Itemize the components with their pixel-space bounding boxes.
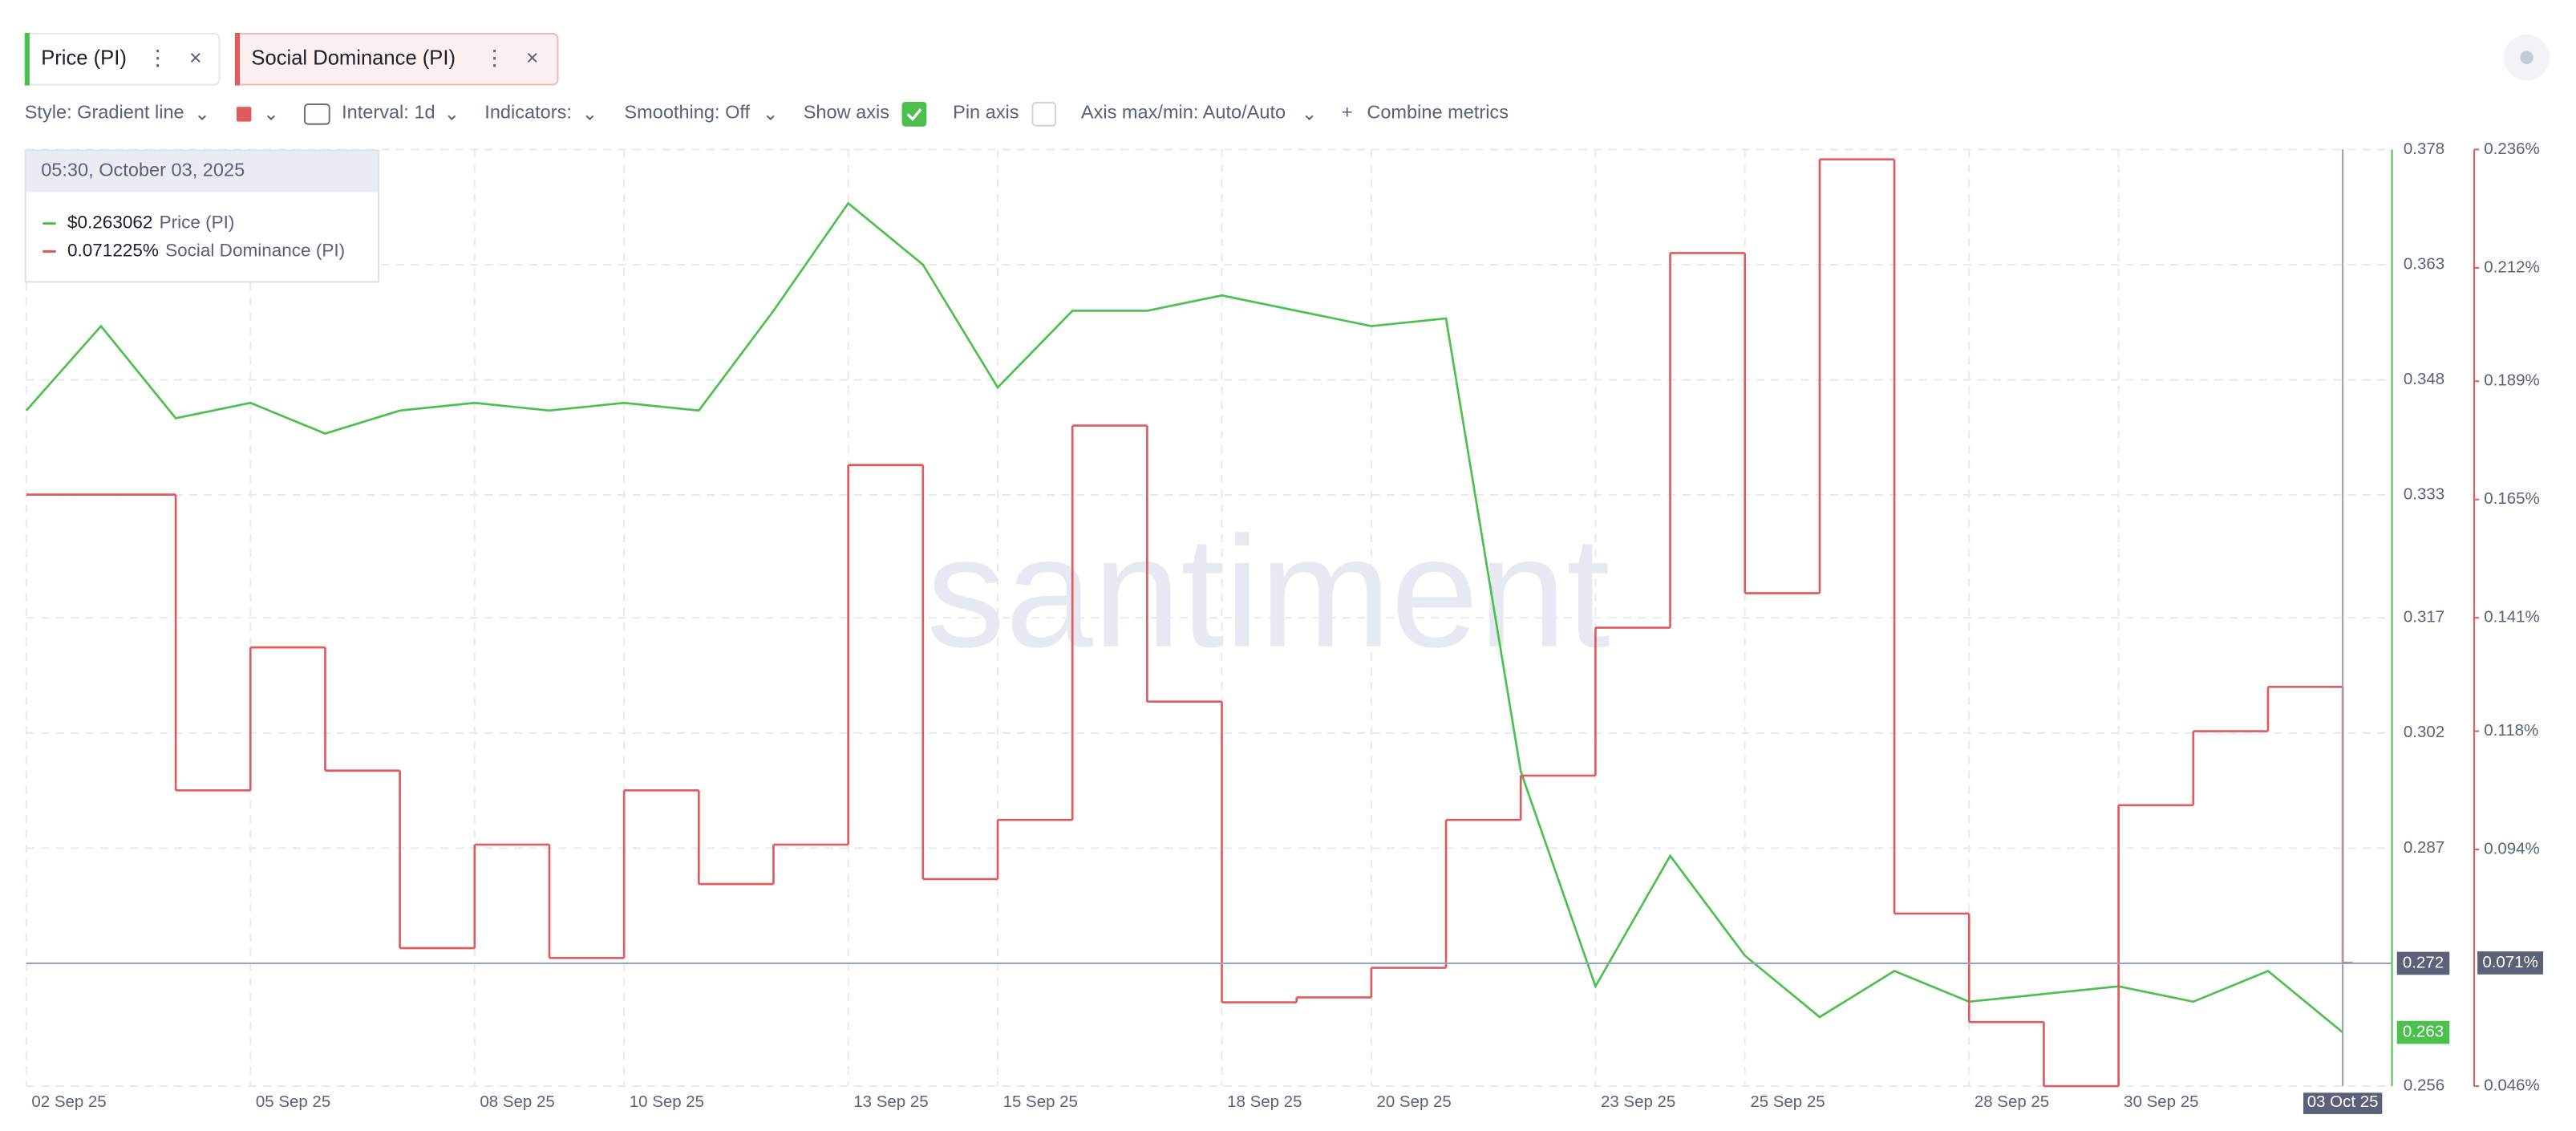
last-value-box [2396, 1020, 2450, 1044]
metric-chip[interactable]: Social Dominance (PI) ⋮ × [234, 32, 559, 86]
plot: 0.256 0.287 0.302 0.317 0.333 0.348 0.363 0.378… [25, 140, 2544, 1114]
tooltip: 05:30, October 03, 2025 $0.263062 Price … [24, 149, 380, 283]
show-axis-checkbox[interactable] [901, 102, 927, 127]
price-line [25, 201, 2343, 1034]
y2-tick-label: 0.094% [2484, 839, 2539, 857]
x-tick-label: 25 Sep 25 [1750, 1092, 1825, 1111]
y-tick-label: 0.256 [2404, 1076, 2444, 1094]
pin-axis-label: Pin axis [953, 102, 1019, 123]
plus-icon: + [1342, 102, 1353, 123]
tooltip-header [26, 151, 379, 193]
x-tick-highlight [2303, 1092, 2383, 1114]
chevron: ⌄ [582, 103, 598, 124]
tooltip-value: $0.263062 [67, 213, 152, 233]
x-tick-label: 13 Sep 25 [853, 1092, 928, 1111]
y2-tick-label: 0.118% [2484, 721, 2538, 740]
chip-color [24, 32, 30, 86]
last-value-label: 0.263 [2403, 1022, 2444, 1040]
chip-color [234, 32, 241, 86]
chevron: ⌄ [1302, 103, 1318, 124]
chevron: ⌄ [444, 103, 460, 124]
y2-tick-label: 0.165% [2484, 489, 2539, 508]
chip-label: Price (PI) [41, 47, 127, 70]
y-tick-label: 0.333 [2404, 485, 2444, 504]
interval-icon [303, 103, 330, 125]
y-tick-label: 0.378 [2404, 140, 2444, 158]
combine-metrics-button[interactable]: Combine metrics [1367, 102, 1509, 123]
indicators-select[interactable]: Indicators: [484, 102, 572, 123]
y2-tick-label: 0.189% [2484, 371, 2539, 390]
y2-tick-label: 0.046% [2484, 1076, 2539, 1094]
x-tick-label: 03 Oct 25 [2307, 1092, 2379, 1111]
y2-tick-label: 0.212% [2484, 257, 2539, 276]
x-tick-label: 15 Sep 25 [1003, 1092, 1078, 1111]
smoothing-select[interactable]: Smoothing: Off [624, 102, 750, 123]
y-tick-label: 0.287 [2404, 838, 2444, 857]
x-tick-label: 23 Sep 25 [1601, 1092, 1675, 1111]
y2-tick-label: 0.141% [2484, 608, 2539, 626]
metric-chip[interactable]: Price (PI) ⋮ × [24, 32, 221, 86]
tooltip-time: 05:30, October 03, 2025 [41, 159, 245, 180]
tooltip-value: 0.071225% [67, 240, 159, 260]
x-tick-label: 28 Sep 25 [1975, 1092, 2049, 1111]
check-icon [906, 108, 922, 121]
y-tick-label: 0.348 [2404, 370, 2444, 388]
y-tick-label: 0.363 [2404, 254, 2444, 273]
y-tick-label: 0.302 [2404, 723, 2444, 741]
crosshair-y2-label: 0.071% [2482, 953, 2538, 971]
x-tick-label: 30 Sep 25 [2124, 1092, 2198, 1111]
chip-close[interactable]: × [189, 46, 202, 70]
toolbar: Style: Gradient line ⌄ ⌄ Interval: 1d ⌄ … [25, 102, 1509, 127]
y2-tick-label: 0.236% [2484, 140, 2539, 158]
watermark: santiment [926, 504, 1610, 680]
x-tick-label: 20 Sep 25 [1376, 1092, 1451, 1111]
pin-axis-checkbox[interactable] [1031, 102, 1057, 127]
show-axis-label: Show axis [804, 102, 889, 123]
tooltip-metric: Price (PI) [160, 213, 235, 233]
chevron: ⌄ [194, 103, 210, 124]
tooltip-metric: Social Dominance (PI) [165, 240, 345, 260]
crosshair-y-box [2396, 951, 2450, 975]
settings-dot [2520, 51, 2533, 64]
chip-close[interactable]: × [526, 46, 539, 70]
chip-label: Social Dominance (PI) [251, 47, 456, 70]
y-tick-label: 0.317 [2404, 608, 2444, 626]
x-tick-label: 08 Sep 25 [480, 1092, 554, 1111]
x-tick-label: 02 Sep 25 [31, 1092, 106, 1111]
chevron: ⌄ [763, 103, 779, 124]
axis-maxmin-select[interactable]: Axis max/min: Auto/Auto [1081, 102, 1286, 123]
x-tick-label: 18 Sep 25 [1227, 1092, 1302, 1111]
interval-select[interactable]: Interval: 1d [342, 102, 435, 123]
crosshair-y2-box [2477, 951, 2544, 975]
chip-menu[interactable]: ⋮ [147, 46, 168, 70]
chip-menu[interactable]: ⋮ [484, 46, 505, 70]
color-select[interactable] [236, 107, 252, 122]
crosshair-y-label: 0.272 [2403, 953, 2444, 971]
x-tick-label: 05 Sep 25 [256, 1092, 330, 1111]
chevron: ⌄ [263, 103, 279, 124]
x-tick-label: 10 Sep 25 [630, 1092, 704, 1111]
style-select[interactable]: Style: Gradient line [25, 102, 184, 123]
